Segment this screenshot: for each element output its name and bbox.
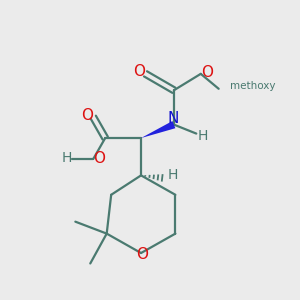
Text: H: H xyxy=(198,129,208,143)
Text: O: O xyxy=(81,108,93,123)
Text: H: H xyxy=(168,168,178,182)
Text: methoxy: methoxy xyxy=(230,81,275,92)
Polygon shape xyxy=(141,121,176,138)
Text: O: O xyxy=(136,247,148,262)
Text: O: O xyxy=(201,65,213,80)
Text: H: H xyxy=(62,152,72,165)
Text: O: O xyxy=(93,151,105,166)
Text: N: N xyxy=(168,110,179,125)
Text: O: O xyxy=(134,64,146,79)
